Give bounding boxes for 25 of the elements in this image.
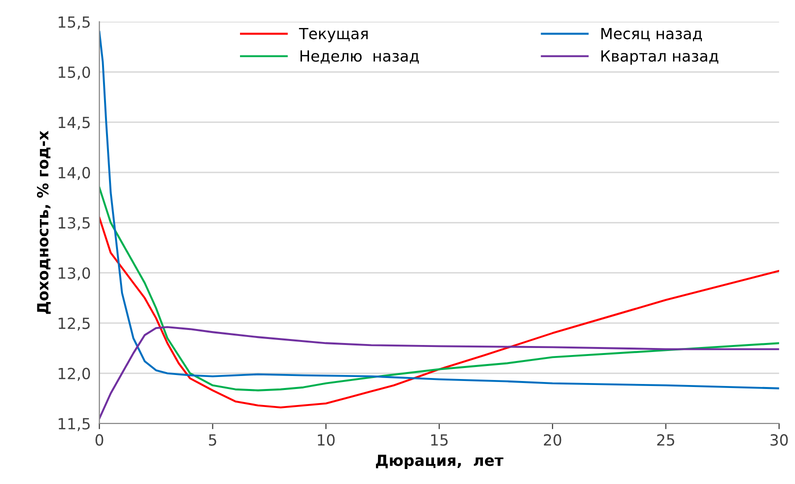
legend-label: Текущая	[298, 28, 368, 42]
line-series	[99, 186, 780, 392]
x-tick-label: 0	[96, 434, 104, 446]
y-tick-label: 11,5	[58, 418, 90, 432]
y-tick-label: 13,5	[58, 217, 90, 230]
line-series	[99, 216, 780, 408]
legend-label: Неделю назад	[300, 50, 419, 64]
y-tick-label: 12,5	[58, 318, 90, 331]
x-tick-label: 30	[770, 434, 788, 446]
x-tick-label: 20	[544, 434, 562, 446]
y-tick-label: 14,5	[58, 116, 90, 130]
line-series	[99, 326, 780, 420]
y-tick-label: 15,5	[58, 16, 90, 30]
legend-label: Квартал назад	[601, 50, 718, 65]
legend-label: Месяц назад	[601, 28, 702, 42]
x-tick-label: 25	[657, 434, 674, 446]
y-tick-label: 12,0	[58, 368, 90, 381]
y-tick-label: 14,0	[58, 166, 90, 180]
x-tick-label: 10	[318, 434, 335, 446]
x-tick-label: 5	[208, 434, 216, 446]
x-tick-label: 15	[431, 434, 448, 446]
y-tick-label: 13,0	[58, 267, 90, 280]
y-tick-label: 15,0	[58, 66, 90, 80]
x-axis-title: Дюрация, лет	[376, 454, 504, 470]
y-axis-title: Доходность, % год-х	[36, 130, 51, 314]
